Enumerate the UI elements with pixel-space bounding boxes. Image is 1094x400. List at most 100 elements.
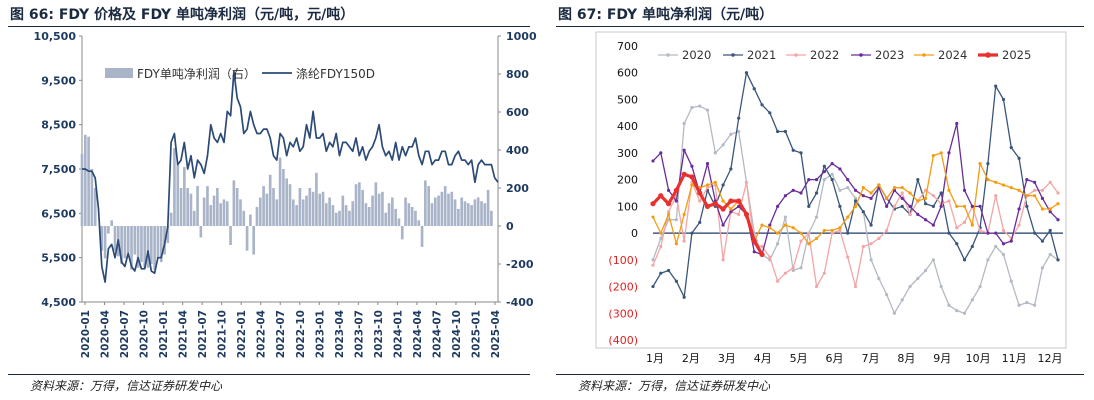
series-point-2024 [877, 183, 881, 187]
series-point-2023 [814, 178, 819, 182]
profit-bar [206, 186, 209, 226]
series-point-2022 [822, 271, 826, 275]
series-point-2025 [681, 171, 687, 177]
series-point-2024 [1017, 188, 1021, 192]
series-point-2024 [1033, 194, 1037, 198]
series-point-2021 [690, 231, 694, 235]
series-point-2023 [908, 204, 912, 208]
left-y-tick-label: 4,500 [41, 296, 76, 309]
series-point-2023 [861, 194, 865, 198]
series-point-2021 [861, 210, 865, 214]
x-tick-label: 2020-07 [119, 310, 131, 358]
series-point-2020 [939, 284, 943, 289]
series-point-2024 [1040, 207, 1045, 211]
legend-marker-2025 [985, 52, 991, 58]
series-point-2020 [791, 268, 795, 273]
x-tick-label: 2020-04 [100, 310, 112, 358]
profit-bar [447, 193, 450, 226]
profit-bar [427, 186, 430, 226]
series-point-2020 [737, 129, 741, 134]
profit-bar [394, 208, 397, 226]
series-point-2021 [682, 295, 686, 299]
profit-bar [414, 210, 417, 226]
legend-label-2022: 2022 [810, 48, 839, 62]
y-tick-label: (100) [608, 254, 638, 267]
series-point-2021 [931, 204, 935, 208]
series-point-2021 [1056, 258, 1060, 262]
series-point-2023 [1009, 239, 1013, 243]
profit-bar [480, 201, 483, 226]
series-point-2024 [807, 242, 811, 246]
series-point-2024 [978, 162, 982, 166]
profit-bar [387, 203, 391, 226]
x-tick-label: 2025-04 [490, 310, 502, 358]
series-point-2023 [682, 148, 686, 152]
series-point-2024 [705, 183, 710, 187]
y-tick-label: (400) [608, 334, 638, 347]
series-point-2022 [838, 228, 842, 233]
series-point-2021 [651, 284, 655, 289]
series-point-2020 [729, 132, 733, 136]
left-source-rule [8, 374, 530, 375]
series-point-2020 [682, 121, 686, 126]
x-tick-label: 2021-04 [178, 310, 190, 358]
profit-bar [107, 226, 110, 234]
profit-bar [324, 203, 328, 226]
series-point-2022 [705, 186, 710, 190]
series-point-2021 [752, 87, 756, 91]
series-point-2021 [814, 191, 819, 195]
series-point-2020 [994, 244, 998, 249]
series-point-2020 [853, 196, 858, 200]
series-point-2024 [955, 204, 959, 208]
series-point-2024 [1001, 183, 1006, 187]
left-title-rule [8, 26, 530, 27]
legend-marker-2024 [922, 53, 926, 57]
series-point-2022 [994, 194, 998, 198]
x-tick-label: 2021-07 [197, 310, 209, 358]
profit-bar [169, 212, 173, 226]
right-title-rule [556, 26, 1084, 27]
series-point-2024 [814, 236, 819, 241]
right-y-tick-label: 600 [506, 106, 529, 119]
profit-bar [110, 220, 114, 226]
x-tick-label: 2020-01 [80, 310, 92, 358]
profit-bar [348, 210, 351, 226]
series-point-2024 [713, 180, 717, 184]
profit-bar [470, 205, 473, 226]
series-point-2021 [659, 271, 663, 275]
left-figure-title: 图 66: FDY 价格及 FDY 单吨净利润（元/吨，元/吨） [10, 7, 355, 23]
profit-bar [410, 207, 414, 226]
series-point-2023 [807, 178, 811, 182]
series-point-2022 [744, 180, 749, 184]
series-point-2025 [658, 193, 664, 199]
series-point-2023 [791, 188, 795, 192]
series-point-2020 [830, 172, 834, 176]
series-point-2020 [651, 258, 655, 262]
profit-bar [189, 193, 193, 226]
profit-bar [331, 205, 335, 226]
profit-bar [400, 226, 404, 240]
profit-bar [130, 226, 133, 270]
profit-bar [341, 195, 345, 226]
profit-bar [90, 169, 94, 226]
series-point-2020 [659, 236, 663, 241]
left-y-tick-label: 6,500 [41, 207, 76, 220]
series-line-2020 [652, 105, 1059, 314]
series-point-2023 [1033, 180, 1037, 184]
series-point-2020 [1017, 303, 1021, 307]
series-point-2020 [705, 108, 710, 112]
series-point-2021 [962, 258, 967, 262]
series-point-2025 [751, 238, 757, 244]
series-2024 [651, 151, 1060, 246]
series-point-2022 [814, 284, 819, 289]
series-point-2024 [962, 204, 967, 208]
series-point-2023 [776, 204, 780, 208]
series-point-2022 [651, 263, 655, 267]
series-point-2023 [651, 159, 655, 163]
series-point-2024 [939, 151, 943, 155]
series-point-2022 [666, 210, 671, 214]
left-y-tick-label: 7,500 [41, 163, 76, 176]
series-point-2023 [752, 250, 756, 254]
profit-bar [371, 195, 374, 226]
y-tick-label: 200 [617, 174, 638, 187]
